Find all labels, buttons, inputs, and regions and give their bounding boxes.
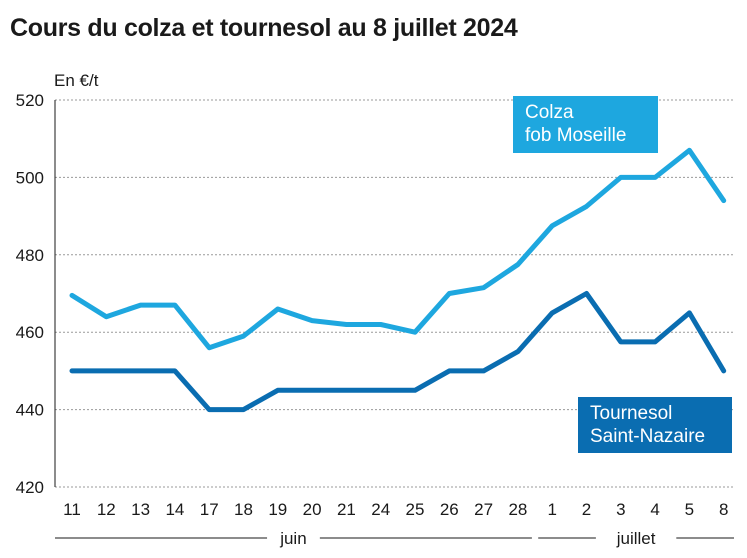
series-label-text: Saint-Nazaire	[590, 426, 705, 447]
x-tick-label: 1	[547, 500, 556, 519]
x-tick-label: 24	[371, 500, 390, 519]
x-tick-label: 5	[685, 500, 694, 519]
x-tick-label: 11	[63, 500, 81, 519]
x-tick-label: 19	[268, 500, 287, 519]
series-label-box	[578, 397, 732, 453]
x-tick-label: 14	[165, 500, 184, 519]
y-tick-label: 500	[16, 168, 44, 187]
y-tick-label: 420	[16, 478, 44, 497]
series-lines	[69, 147, 727, 413]
x-tick-label: 2	[582, 500, 591, 519]
series-label-text: fob Moseille	[525, 125, 626, 146]
x-tick-label: 13	[131, 500, 150, 519]
x-tick-label: 25	[406, 500, 425, 519]
series-line-0	[69, 147, 727, 351]
x-axis: 11 12 13 14 17 18 19 20 21 24 25 26 27 28 1 2 3 4 5 8	[63, 500, 728, 519]
month-groups: juin juillet	[55, 529, 734, 548]
y-tick-label: 460	[16, 323, 44, 342]
x-tick-label: 28	[508, 500, 527, 519]
x-tick-label: 21	[337, 500, 356, 519]
series-label-text: Tournesol	[590, 403, 672, 424]
y-axis: 420 440 460 480 500 520	[16, 91, 56, 497]
y-axis-label: En €/t	[54, 71, 99, 90]
chart-title: Cours du colza et tournesol au 8 juillet…	[10, 14, 518, 42]
y-tick-label: 520	[16, 91, 44, 110]
y-tick-label: 480	[16, 246, 44, 265]
month-label: juin	[279, 529, 306, 548]
x-tick-label: 12	[97, 500, 116, 519]
x-tick-label: 26	[440, 500, 459, 519]
x-tick-label: 8	[719, 500, 728, 519]
series-label-box	[513, 96, 658, 153]
x-tick-label: 18	[234, 500, 253, 519]
y-tick-label: 440	[16, 401, 44, 420]
month-label: juillet	[616, 529, 656, 548]
series-line-1	[69, 291, 727, 413]
x-tick-label: 3	[616, 500, 625, 519]
x-tick-label: 27	[474, 500, 493, 519]
series-label-text: Colza	[525, 102, 574, 123]
x-tick-label: 17	[200, 500, 219, 519]
x-tick-label: 4	[650, 500, 659, 519]
x-tick-label: 20	[303, 500, 322, 519]
